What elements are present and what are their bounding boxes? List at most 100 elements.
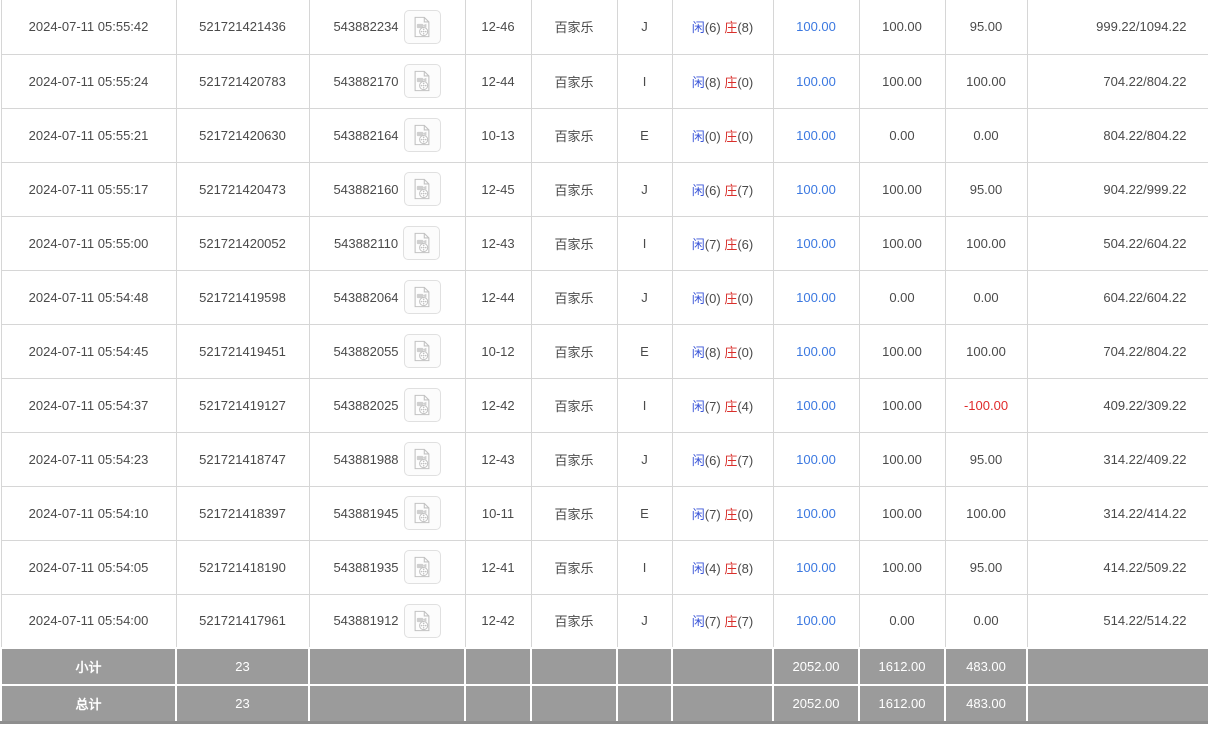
valid-amount-cell: 100.00 <box>858 540 946 595</box>
round-id-wrap: 543882055 <box>333 334 441 368</box>
table-row: 2024-07-11 05:54:10 521721418397 543881945… <box>0 486 1208 541</box>
round-id-wrap: 543881912 <box>333 603 441 638</box>
balance-cell: 704.22/804.22 <box>1026 54 1208 109</box>
subtotal-empty-cell <box>671 647 774 686</box>
records-body: 2024-07-11 05:55:42 521721421436 543882234… <box>0 0 1208 724</box>
total-count-cell: 23 <box>175 684 310 724</box>
player-result-points: (6) <box>704 452 721 468</box>
valid-amount-cell: 100.00 <box>858 216 946 271</box>
subtotal-bet-total-cell: 2052.00 <box>772 647 860 686</box>
bet-amount-cell: 100.00 <box>772 540 860 595</box>
player-result-points: (7) <box>704 506 721 522</box>
game-name-cell: 百家乐 <box>530 486 618 541</box>
banker-result-points: (0) <box>737 344 754 360</box>
table-row: 2024-07-11 05:55:21 521721420630 543882164… <box>0 108 1208 163</box>
video-file-icon <box>414 394 430 416</box>
win-loss-cell: 100.00 <box>944 216 1028 271</box>
video-replay-button[interactable] <box>403 64 441 98</box>
table-row: 2024-07-11 05:54:00 521721417961 543881912… <box>0 594 1208 649</box>
game-name-cell: 百家乐 <box>530 216 618 271</box>
bet-amount-cell: 100.00 <box>772 378 860 433</box>
player-result-points: (7) <box>704 236 721 252</box>
valid-amount-cell: 100.00 <box>858 0 946 55</box>
video-replay-button[interactable] <box>403 496 441 530</box>
bet-time-cell: 2024-07-11 05:55:21 <box>0 108 177 163</box>
video-replay-button[interactable] <box>403 226 441 260</box>
balance-cell: 414.22/509.22 <box>1026 540 1208 595</box>
room-letter-cell: E <box>616 486 673 541</box>
win-loss-value: 95.00 <box>969 19 1003 35</box>
valid-amount-cell: 100.00 <box>858 162 946 217</box>
banker-result-points: (6) <box>737 236 754 252</box>
banker-result-points: (7) <box>737 182 754 198</box>
player-result-label: 闲 <box>691 398 705 414</box>
video-replay-button[interactable] <box>403 442 441 476</box>
win-loss-value: 95.00 <box>969 451 1003 467</box>
round-id-wrap: 543882160 <box>333 172 441 206</box>
video-replay-button[interactable] <box>403 118 441 152</box>
bet-time-cell: 2024-07-11 05:54:10 <box>0 486 177 541</box>
bet-amount-cell: 100.00 <box>772 162 860 217</box>
bet-amount-value: 100.00 <box>796 19 836 35</box>
bet-amount-cell: 100.00 <box>772 432 860 487</box>
banker-result-label: 庄 <box>724 506 738 522</box>
banker-result-label: 庄 <box>724 128 738 144</box>
round-id-text: 543882160 <box>333 181 399 197</box>
banker-result-label: 庄 <box>724 560 738 576</box>
banker-result-label: 庄 <box>724 290 738 306</box>
win-loss-value: 100.00 <box>966 343 1006 359</box>
game-result-cell: 闲(6) 庄(7) <box>671 162 774 217</box>
table-row: 2024-07-11 05:55:24 521721420783 543882170… <box>0 54 1208 109</box>
game-result-cell: 闲(7) 庄(4) <box>671 378 774 433</box>
bet-id-cell: 521721418397 <box>175 486 310 541</box>
table-code-cell: 12-45 <box>464 162 532 217</box>
room-letter-cell: I <box>616 378 673 433</box>
betting-records-table: 2024-07-11 05:55:42 521721421436 543882234… <box>0 0 1208 724</box>
video-replay-button[interactable] <box>403 9 441 44</box>
video-replay-button[interactable] <box>403 172 441 206</box>
grand-total-row: 总计 23 2052.00 1612.00 483.00 <box>0 684 1208 724</box>
video-replay-button[interactable] <box>403 550 441 584</box>
valid-amount-cell: 100.00 <box>858 324 946 379</box>
game-name-cell: 百家乐 <box>530 162 618 217</box>
banker-result-label: 庄 <box>724 398 738 414</box>
win-loss-value: 100.00 <box>966 505 1006 521</box>
table-code-cell: 10-12 <box>464 324 532 379</box>
round-id-text: 543882064 <box>333 289 399 305</box>
round-id-text: 543882025 <box>333 397 399 413</box>
game-name-cell: 百家乐 <box>530 0 618 55</box>
round-id-text: 543882055 <box>333 343 399 359</box>
valid-amount-cell: 100.00 <box>858 54 946 109</box>
bet-amount-value: 100.00 <box>796 613 836 629</box>
round-id-text: 543882164 <box>333 127 399 143</box>
banker-result-points: (0) <box>737 506 754 522</box>
room-letter-cell: J <box>616 0 673 55</box>
video-file-icon <box>414 340 430 362</box>
game-result-cell: 闲(8) 庄(0) <box>671 324 774 379</box>
valid-amount-cell: 0.00 <box>858 108 946 163</box>
win-loss-cell: 0.00 <box>944 594 1028 649</box>
video-replay-button[interactable] <box>403 280 441 314</box>
player-result-points: (7) <box>704 614 721 630</box>
table-row: 2024-07-11 05:54:05 521721418190 543881935… <box>0 540 1208 595</box>
round-id-wrap: 543882234 <box>333 9 441 44</box>
round-id-wrap: 543881945 <box>333 496 441 530</box>
video-replay-button[interactable] <box>403 388 441 422</box>
round-id-text: 543881988 <box>333 451 399 467</box>
subtotal-winloss-total-cell: 483.00 <box>944 647 1028 686</box>
table-row: 2024-07-11 05:55:42 521721421436 543882234… <box>0 0 1208 55</box>
subtotal-empty-cell <box>464 647 532 686</box>
bet-time-cell: 2024-07-11 05:54:45 <box>0 324 177 379</box>
round-id-cell: 543881912 <box>308 594 466 649</box>
video-replay-button[interactable] <box>403 603 441 638</box>
win-loss-cell: 95.00 <box>944 540 1028 595</box>
total-valid-total-cell: 1612.00 <box>858 684 946 724</box>
video-replay-button[interactable] <box>403 334 441 368</box>
bet-amount-cell: 100.00 <box>772 216 860 271</box>
player-result-label: 闲 <box>691 20 705 36</box>
table-row: 2024-07-11 05:55:17 521721420473 543882160… <box>0 162 1208 217</box>
game-name-cell: 百家乐 <box>530 324 618 379</box>
game-result-cell: 闲(0) 庄(0) <box>671 108 774 163</box>
subtotal-empty-cell <box>530 647 618 686</box>
valid-amount-cell: 100.00 <box>858 378 946 433</box>
